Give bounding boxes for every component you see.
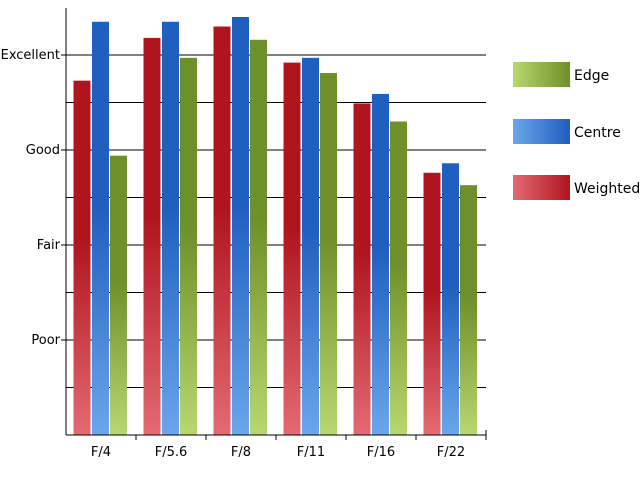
bars bbox=[73, 17, 477, 436]
bar-edge-F/16 bbox=[390, 121, 407, 435]
bar-edge-F/22 bbox=[460, 185, 477, 435]
legend-label-edge: Edge bbox=[574, 68, 609, 84]
bar-weighted-F/5.6 bbox=[143, 37, 161, 436]
legend-label-weighted: Weighted bbox=[574, 181, 640, 197]
bar-edge-F/8 bbox=[250, 39, 267, 436]
y-tick-label: Fair bbox=[37, 238, 61, 253]
bar-weighted-F/11 bbox=[283, 62, 301, 435]
legend-swatch-edge bbox=[513, 62, 570, 87]
y-tick-label: Good bbox=[26, 143, 60, 158]
y-tick-label: Poor bbox=[31, 333, 60, 348]
axes bbox=[61, 8, 487, 440]
bar-centre-F/22 bbox=[442, 163, 459, 436]
bar-centre-F/4 bbox=[92, 21, 109, 435]
y-tick-labels: Poor Fair Good Excellent bbox=[1, 48, 61, 348]
x-tick-label: F/4 bbox=[91, 445, 111, 460]
bar-centre-F/8 bbox=[232, 17, 249, 435]
x-tick-label: F/22 bbox=[437, 445, 465, 460]
x-tick-label: F/16 bbox=[367, 445, 395, 460]
x-tick-label: F/11 bbox=[297, 445, 325, 460]
x-tick-label: F/5.6 bbox=[155, 445, 188, 460]
bar-weighted-F/16 bbox=[353, 103, 371, 435]
legend-label-centre: Centre bbox=[574, 125, 621, 141]
bar-centre-F/11 bbox=[302, 57, 319, 435]
bar-centre-F/16 bbox=[372, 93, 389, 435]
gridlines bbox=[66, 54, 486, 388]
x-tick-label: F/8 bbox=[231, 445, 251, 460]
legend-swatch-weighted bbox=[513, 175, 570, 200]
bar-edge-F/11 bbox=[320, 73, 337, 436]
y-tick-label: Excellent bbox=[1, 48, 60, 63]
bar-edge-F/5.6 bbox=[180, 57, 197, 435]
bar-weighted-F/8 bbox=[213, 26, 231, 435]
legend-swatch-centre bbox=[513, 119, 570, 144]
bar-edge-F/4 bbox=[110, 155, 127, 435]
bar-weighted-F/22 bbox=[423, 172, 441, 436]
bar-centre-F/5.6 bbox=[162, 21, 179, 435]
x-tick-labels: F/4 F/5.6 F/8 F/11 F/16 F/22 bbox=[91, 445, 465, 460]
legend: Edge Centre Weighted bbox=[513, 62, 640, 200]
bar-weighted-F/4 bbox=[73, 80, 91, 436]
